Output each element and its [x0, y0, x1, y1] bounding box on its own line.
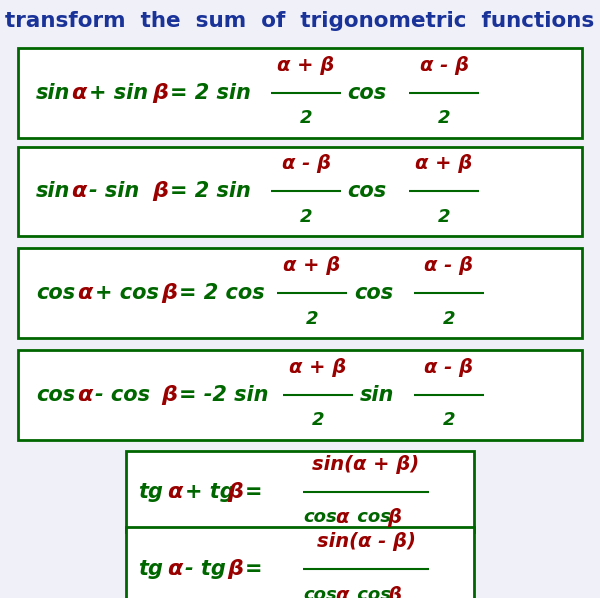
Text: = 2 cos: = 2 cos: [179, 283, 265, 303]
Text: - sin: - sin: [89, 181, 139, 202]
Text: α - β: α - β: [419, 56, 469, 75]
Text: 2: 2: [443, 411, 455, 429]
Text: β: β: [387, 586, 401, 598]
Text: tg: tg: [138, 481, 163, 502]
Text: 2: 2: [443, 310, 455, 328]
Text: α: α: [167, 559, 182, 579]
Text: β: β: [161, 283, 176, 303]
Text: α: α: [167, 481, 182, 502]
Text: tg: tg: [138, 559, 163, 579]
Text: α + β: α + β: [283, 256, 341, 275]
Text: α - β: α - β: [281, 154, 331, 173]
Text: 2: 2: [438, 109, 450, 127]
Text: α: α: [335, 586, 348, 598]
Bar: [18, 147, 582, 236]
Text: β: β: [227, 559, 242, 579]
Text: β: β: [161, 385, 176, 405]
Text: 2: 2: [438, 208, 450, 226]
Text: cos: cos: [36, 385, 75, 405]
Bar: [126, 451, 474, 532]
Text: + tg: + tg: [185, 481, 235, 502]
Text: β: β: [152, 83, 167, 103]
Text: β: β: [152, 181, 167, 202]
Text: sin: sin: [360, 385, 394, 405]
Text: sin: sin: [36, 83, 70, 103]
Text: =: =: [245, 481, 262, 502]
Bar: [18, 350, 582, 440]
Text: α + β: α + β: [277, 56, 335, 75]
Text: cos: cos: [354, 283, 393, 303]
Text: + sin: + sin: [89, 83, 148, 103]
Text: cos: cos: [303, 586, 337, 598]
Text: α + β: α + β: [415, 154, 473, 173]
Bar: [18, 48, 582, 138]
Text: α: α: [71, 83, 86, 103]
Text: α - β: α - β: [424, 358, 473, 377]
Text: α: α: [77, 385, 92, 405]
Text: α: α: [335, 508, 348, 527]
Text: cos: cos: [347, 83, 386, 103]
Text: sin: sin: [36, 181, 70, 202]
Text: cos: cos: [36, 283, 75, 303]
Text: cos: cos: [303, 508, 337, 526]
Text: - cos: - cos: [95, 385, 150, 405]
Text: α + β: α + β: [289, 358, 347, 377]
Text: sin(α + β): sin(α + β): [313, 454, 419, 474]
Text: α - β: α - β: [424, 256, 473, 275]
Text: cos: cos: [347, 181, 386, 202]
Bar: [18, 248, 582, 338]
Text: β: β: [387, 508, 401, 527]
Text: sin(α - β): sin(α - β): [317, 532, 415, 551]
Text: transform  the  sum  of  trigonometric  functions: transform the sum of trigonometric funct…: [5, 11, 595, 31]
Text: 2: 2: [306, 310, 318, 328]
Text: cos: cos: [351, 508, 391, 526]
Text: = 2 sin: = 2 sin: [170, 181, 251, 202]
Text: = -2 sin: = -2 sin: [179, 385, 268, 405]
Text: β: β: [227, 481, 242, 502]
Text: 2: 2: [300, 109, 312, 127]
Bar: [126, 527, 474, 598]
Text: α: α: [71, 181, 86, 202]
Text: 2: 2: [312, 411, 324, 429]
Text: α: α: [77, 283, 92, 303]
Text: cos: cos: [351, 586, 391, 598]
Text: + cos: + cos: [95, 283, 158, 303]
Text: - tg: - tg: [185, 559, 226, 579]
Text: = 2 sin: = 2 sin: [170, 83, 251, 103]
Text: 2: 2: [300, 208, 312, 226]
Text: =: =: [245, 559, 262, 579]
